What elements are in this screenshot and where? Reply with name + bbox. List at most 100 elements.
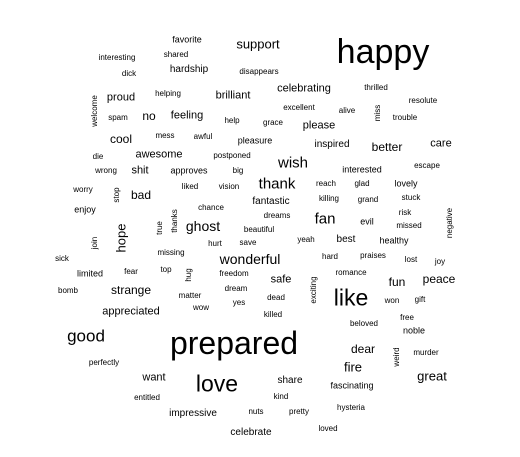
word: romance [335,268,367,277]
word: better [371,140,403,154]
word: cool [109,132,133,146]
word: happy [336,33,430,71]
word: save [239,238,257,247]
word: yes [232,298,246,307]
word: want [142,371,166,384]
word: help [224,116,240,125]
word: nuts [248,407,264,416]
word: enjoy [74,204,96,215]
word: wow [192,303,210,312]
word: negative [445,207,454,239]
word: worry [73,185,93,194]
word: postponed [213,151,251,160]
word: thanks [170,209,179,233]
word: evil [360,216,374,227]
word: weird [392,347,401,367]
word: gift [414,295,426,304]
word: yeah [297,235,315,244]
word: killing [318,194,340,203]
word: alive [338,106,356,115]
word: welcome [90,95,99,127]
word: joy [434,257,446,266]
word: true [155,221,164,235]
word: escape [414,161,440,170]
word: beloved [349,319,379,328]
word: support [236,36,280,52]
word: dear [350,342,376,356]
word: dead [267,293,285,302]
word: wonderful [219,251,281,267]
word: grand [357,195,379,204]
word: killed [263,310,283,319]
word: spam [108,113,128,122]
word: top [160,265,172,274]
word: resolute [408,96,438,105]
word: favorite [172,34,202,45]
word: love [195,370,239,397]
word: proud [106,91,136,104]
word: miss [373,104,382,122]
word: strange [110,283,152,297]
word: dreams [263,211,291,220]
word: vision [218,182,240,191]
word: please [302,119,336,132]
word: praises [360,251,386,260]
word: grace [262,118,284,127]
word: appreciated [102,305,160,318]
word: sick [55,254,69,263]
word: hard [321,252,339,261]
word: won [384,296,400,305]
word: inspired [314,139,350,150]
word: prepared [169,325,299,361]
word: best [336,234,356,245]
word: pleasure [237,135,273,146]
word: trouble [392,113,418,122]
word: hysteria [336,403,366,412]
word: fire [343,359,363,375]
word: join [90,236,99,250]
word: celebrating [277,82,331,95]
word: liked [181,182,199,191]
word: limited [76,268,104,279]
word: chance [198,203,224,212]
word: pretty [288,407,310,416]
word: awful [193,132,213,141]
word: approves [170,165,208,176]
word: beautiful [243,225,275,234]
word: bomb [57,286,79,295]
word: die [92,152,104,161]
word: risk [398,208,412,217]
word: thrilled [364,83,388,92]
word: stop [112,187,121,203]
word: fantastic [252,196,290,207]
word: peace [422,272,456,286]
word: wish [277,154,309,172]
word: thank [258,175,296,193]
word: hope [113,223,129,253]
word: lost [404,255,418,264]
word: fascinating [330,380,374,391]
word: dream [224,284,248,293]
word: hug [184,268,193,282]
word: loved [318,424,338,433]
word: fan [314,210,336,228]
word: bad [130,188,152,202]
word: healthy [379,235,409,246]
word: stuck [401,193,421,202]
word: wrong [95,166,117,175]
word: safe [270,273,292,286]
word: disappears [239,67,279,76]
word: awesome [135,148,183,161]
word: like [333,284,369,311]
word: excellent [283,103,315,112]
word: shit [131,164,149,177]
word: big [232,166,244,175]
word: celebrate [230,427,272,438]
word: kind [273,392,289,401]
word: share [277,375,303,386]
word: perfectly [88,358,120,367]
word: noble [402,325,426,336]
word: glad [354,179,370,188]
word: shared [163,50,189,59]
